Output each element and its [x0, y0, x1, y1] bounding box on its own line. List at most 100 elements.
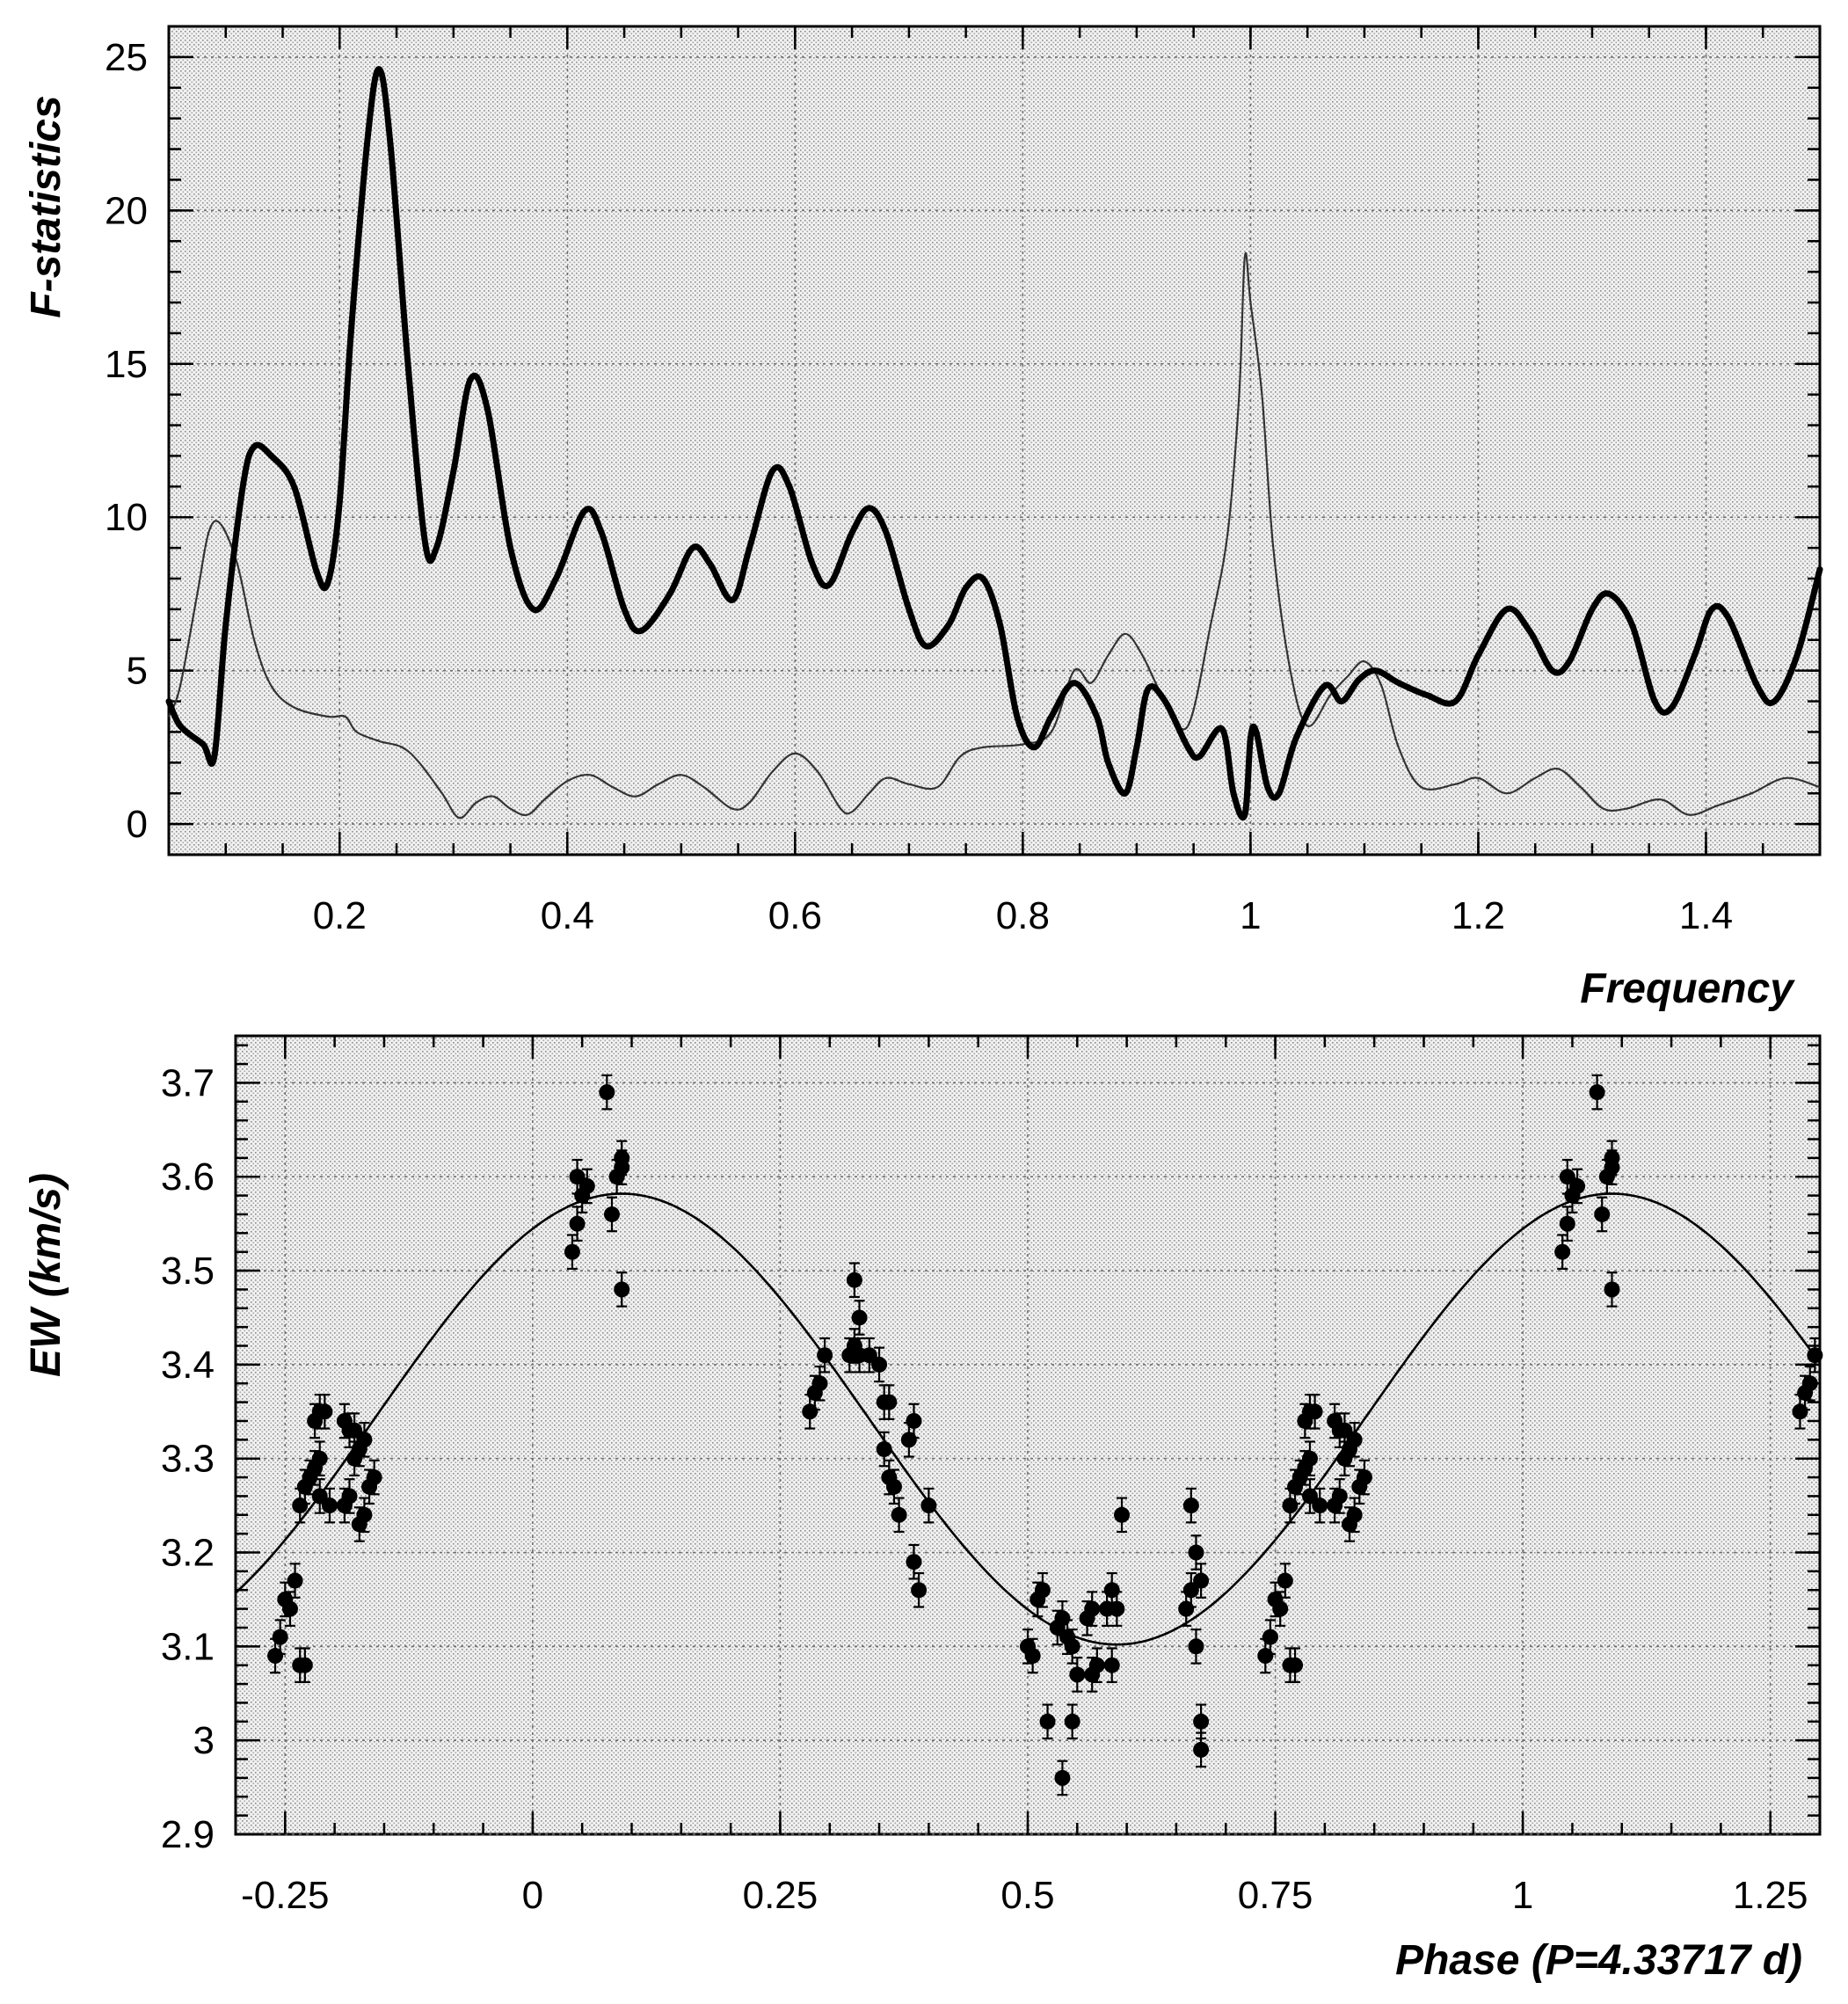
x-tick-label: 0.8 — [996, 894, 1050, 937]
data-point — [1336, 1422, 1353, 1439]
data-point — [1103, 1657, 1120, 1673]
phase-curve-y-axis-title: EW (km/s) — [23, 1173, 69, 1377]
data-point — [1301, 1488, 1318, 1505]
data-point — [316, 1403, 333, 1420]
data-point — [906, 1554, 922, 1570]
x-tick-label: 1.4 — [1679, 894, 1733, 937]
data-point — [1277, 1572, 1293, 1589]
data-point — [1188, 1638, 1204, 1655]
data-point — [1088, 1657, 1105, 1673]
data-point — [1807, 1347, 1823, 1364]
data-point — [920, 1498, 937, 1514]
phase-curve-tick-labels: -0.25 0 0.25 0.5 0.75 1 1.25 2.9 3 3.1 3.2 3.3 3.4 3.… — [161, 1061, 1808, 1917]
data-point — [614, 1281, 630, 1298]
y-tick-label: 20 — [105, 189, 148, 232]
data-point — [599, 1084, 615, 1101]
data-point — [272, 1629, 288, 1645]
periodogram-x-axis-title: Frequency — [1580, 966, 1795, 1012]
periodogram-panel: 0.2 0.4 0.6 0.8 1 1.2 1.4 0 5 10 15 20 25 F-statisti… — [23, 25, 1823, 1012]
x-tick-label: 0.4 — [541, 894, 594, 937]
data-point — [356, 1506, 373, 1523]
data-point — [564, 1243, 580, 1260]
data-point — [1312, 1498, 1328, 1514]
data-point — [1306, 1403, 1323, 1420]
data-point — [1178, 1600, 1195, 1617]
data-point — [569, 1169, 586, 1185]
data-point — [1069, 1666, 1086, 1683]
x-tick-label: 0 — [522, 1874, 543, 1917]
data-point — [891, 1506, 907, 1523]
periodogram-bold-line — [165, 66, 1823, 821]
y-tick-label: 3.3 — [161, 1438, 215, 1481]
phase-curve-x-axis-title: Phase (P=4.33717 d) — [1395, 1937, 1802, 1984]
x-tick-label: 1.2 — [1451, 894, 1505, 937]
data-point — [1801, 1375, 1818, 1392]
x-tick-label: 0.2 — [313, 894, 367, 937]
data-point — [811, 1375, 828, 1392]
data-point — [1193, 1741, 1210, 1758]
data-point — [1589, 1084, 1605, 1101]
data-point — [1569, 1177, 1586, 1194]
data-point — [1193, 1572, 1210, 1589]
y-tick-label: 3 — [193, 1719, 215, 1762]
data-point — [311, 1488, 328, 1505]
data-point — [569, 1215, 586, 1232]
data-point — [1182, 1498, 1199, 1514]
data-point — [578, 1177, 595, 1194]
data-point — [861, 1347, 877, 1364]
y-tick-label: 5 — [127, 650, 148, 693]
data-point — [900, 1432, 917, 1448]
x-tick-label: 1 — [1512, 1874, 1533, 1917]
periodogram-series — [165, 66, 1823, 821]
periodogram-ticks — [167, 25, 1822, 856]
data-point — [1064, 1638, 1080, 1655]
data-point — [1039, 1713, 1056, 1730]
y-tick-label: 3.1 — [161, 1625, 215, 1668]
data-point — [1182, 1582, 1199, 1599]
phase-curve-panel: -0.25 0 0.25 0.5 0.75 1 1.25 2.9 3 3.1 3.2 3.3 3.4 3.… — [23, 1034, 1823, 1984]
data-point — [1193, 1713, 1210, 1730]
y-tick-label: 10 — [105, 496, 148, 539]
data-point — [1282, 1498, 1299, 1514]
phase-curve-series — [235, 1074, 1823, 1796]
y-tick-label: 3.2 — [161, 1532, 215, 1575]
periodogram-thin-line — [167, 251, 1821, 820]
data-point — [1356, 1469, 1372, 1486]
x-tick-label: 0.6 — [768, 894, 822, 937]
y-tick-label: 3.4 — [161, 1344, 215, 1387]
data-point — [871, 1356, 888, 1373]
data-point — [1064, 1713, 1080, 1730]
data-point — [1301, 1450, 1318, 1467]
data-point — [1034, 1582, 1051, 1599]
data-point — [881, 1394, 898, 1410]
data-point — [292, 1498, 309, 1514]
data-point — [287, 1572, 303, 1589]
data-point — [1084, 1600, 1101, 1617]
data-point — [614, 1149, 630, 1166]
data-point — [321, 1498, 338, 1514]
data-point — [802, 1403, 819, 1420]
data-point — [1054, 1769, 1071, 1786]
data-point — [356, 1432, 373, 1448]
data-point — [311, 1450, 328, 1467]
data-point — [603, 1206, 620, 1222]
sine-fit-curve — [235, 1192, 1822, 1646]
periodogram-y-axis-title: F-statistics — [23, 95, 69, 317]
data-point — [1257, 1648, 1274, 1665]
data-point — [1103, 1582, 1120, 1599]
data-point — [296, 1657, 313, 1673]
data-point — [1559, 1215, 1575, 1232]
x-tick-label: 1.25 — [1733, 1874, 1808, 1917]
x-tick-label: 0.5 — [1000, 1874, 1054, 1917]
data-point — [1604, 1281, 1620, 1298]
data-point — [267, 1648, 284, 1665]
data-point — [911, 1582, 928, 1599]
phase-curve-ticks — [236, 1036, 1822, 1836]
y-tick-label: 0 — [127, 803, 148, 846]
x-tick-label: 1 — [1240, 894, 1261, 937]
data-point — [1346, 1506, 1363, 1523]
data-point — [1262, 1629, 1278, 1645]
data-point — [1109, 1600, 1125, 1617]
data-point — [1331, 1488, 1348, 1505]
